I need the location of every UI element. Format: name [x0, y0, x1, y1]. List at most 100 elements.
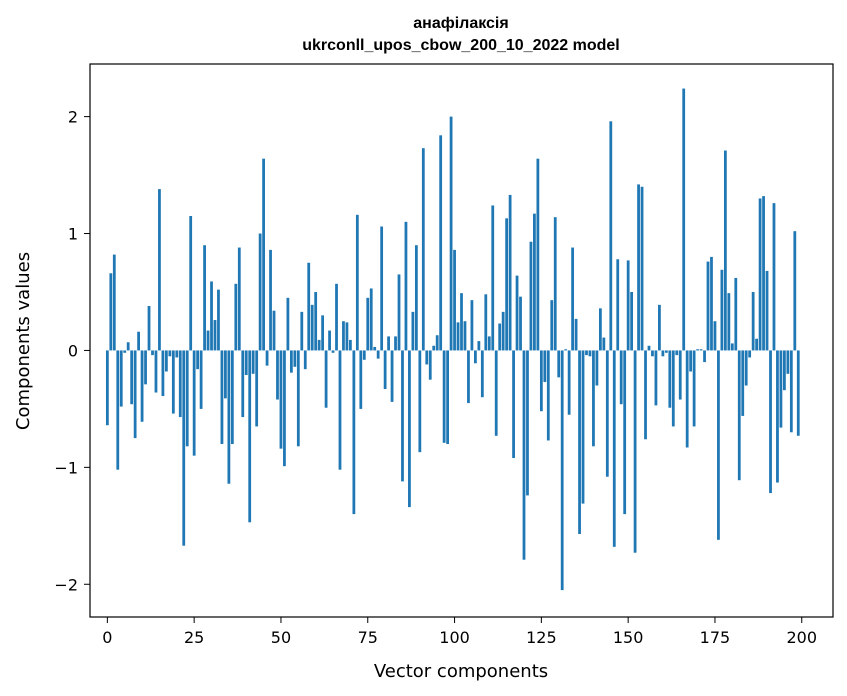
bar — [526, 350, 529, 496]
bar — [717, 350, 720, 540]
bar — [425, 350, 429, 365]
bar — [783, 350, 786, 391]
bar — [730, 343, 734, 351]
bar — [244, 350, 248, 375]
bar — [522, 350, 526, 560]
bar — [130, 350, 134, 405]
bar — [154, 350, 158, 393]
bar — [574, 318, 578, 351]
y-tick-label: 2 — [68, 108, 78, 127]
bar — [289, 350, 293, 373]
bar — [786, 350, 790, 374]
x-axis-label: Vector components — [374, 661, 548, 682]
bar — [227, 350, 231, 484]
bar — [720, 269, 724, 351]
y-axis-label: Components values — [13, 252, 34, 430]
bar — [369, 288, 373, 351]
bar — [776, 350, 779, 483]
bar — [189, 215, 193, 351]
bar — [359, 350, 363, 409]
bar — [769, 350, 772, 494]
bar — [505, 218, 509, 351]
bar — [293, 350, 297, 367]
chart-subtitle: ukrconll_upos_cbow_200_10_2022 model — [302, 37, 619, 54]
bar — [286, 297, 290, 351]
bar — [668, 350, 672, 408]
bar — [678, 350, 682, 400]
bar — [585, 350, 588, 356]
bar — [529, 241, 533, 351]
bar — [685, 350, 689, 448]
bar — [442, 350, 446, 443]
bar — [619, 350, 623, 405]
bar — [692, 350, 696, 427]
bar — [164, 350, 168, 372]
bar — [335, 283, 338, 351]
bar — [758, 198, 762, 351]
bar — [474, 350, 477, 364]
bar — [439, 135, 443, 351]
bar — [789, 350, 793, 433]
bar — [342, 321, 345, 351]
bar — [796, 350, 800, 436]
bar — [609, 121, 613, 351]
bar — [741, 350, 745, 416]
bar — [196, 350, 200, 370]
bar — [258, 233, 262, 351]
bar — [567, 350, 571, 415]
bar — [703, 350, 706, 363]
bar — [772, 203, 776, 351]
bar — [432, 345, 436, 351]
x-tick-label: 150 — [613, 628, 644, 647]
bar — [765, 270, 769, 351]
bar — [480, 350, 484, 398]
bar — [491, 205, 495, 351]
bar — [168, 350, 172, 357]
bar — [310, 304, 314, 351]
bar — [296, 350, 300, 447]
bar — [453, 249, 456, 351]
bar — [338, 350, 342, 470]
bar — [390, 350, 394, 402]
bar — [203, 245, 206, 351]
bar — [158, 189, 161, 351]
bar — [710, 256, 713, 351]
bar — [349, 339, 352, 351]
bar — [321, 315, 325, 351]
bar — [748, 350, 752, 358]
bar — [345, 322, 349, 351]
bar — [571, 247, 574, 351]
bar — [262, 158, 265, 351]
bar — [362, 350, 366, 360]
y-tick-label: −2 — [54, 575, 78, 594]
bar — [185, 350, 189, 447]
bar — [581, 350, 585, 504]
bar — [633, 350, 637, 553]
y-tick-label: −1 — [54, 458, 78, 477]
bar — [133, 350, 137, 439]
bar — [546, 350, 550, 441]
bar — [237, 247, 241, 351]
bar — [248, 350, 252, 523]
bar — [779, 350, 783, 428]
bar — [661, 350, 665, 357]
bar — [470, 300, 474, 351]
bar — [404, 221, 408, 351]
bar — [265, 350, 269, 366]
bar — [137, 331, 140, 351]
bar — [557, 350, 561, 378]
bar — [588, 350, 592, 357]
bar — [241, 350, 245, 418]
bar — [383, 350, 387, 390]
bar — [314, 291, 318, 351]
bar — [175, 350, 179, 358]
bar — [762, 196, 765, 351]
bar — [210, 281, 213, 351]
bar — [119, 350, 123, 407]
bar — [536, 158, 540, 351]
bar — [539, 350, 543, 412]
y-axis-ticks: −2 −1 0 1 2 — [54, 108, 90, 594]
bar — [376, 350, 380, 359]
bar — [744, 350, 748, 386]
